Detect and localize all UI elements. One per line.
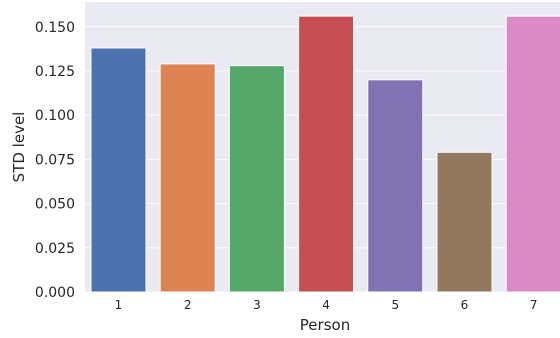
y-tick-label: 0.050 (35, 197, 75, 213)
y-tick-label: 0.100 (35, 108, 75, 124)
bar-person-3 (228, 65, 285, 293)
bars (90, 15, 560, 293)
x-tick-label: 3 (253, 298, 261, 312)
y-tick-label: 0.150 (35, 20, 75, 36)
x-tick-label: 6 (461, 298, 469, 312)
x-tick-label: 2 (184, 298, 192, 312)
x-axis-label: Person (300, 316, 350, 334)
x-tick-label: 1 (115, 298, 123, 312)
y-tick-label: 0.125 (35, 64, 75, 80)
x-tick-label: 4 (322, 298, 330, 312)
x-tick-label: 7 (530, 298, 538, 312)
y-axis-label: STD level (10, 112, 28, 183)
bar-person-5 (367, 79, 424, 293)
x-tick-labels: 1 2 3 4 5 6 7 (115, 298, 538, 312)
bar-person-7 (505, 15, 560, 293)
y-tick-labels: 0.000 0.025 0.050 0.075 0.100 0.125 0.150 (35, 20, 75, 301)
y-tick-label: 0.025 (35, 241, 75, 257)
bar-person-1 (90, 47, 147, 293)
y-tick-label: 0.000 (35, 285, 75, 301)
bar-person-4 (298, 15, 355, 293)
bar-person-6 (436, 151, 493, 293)
x-tick-label: 5 (391, 298, 399, 312)
y-tick-label: 0.075 (35, 152, 75, 168)
bar-person-2 (159, 63, 216, 293)
